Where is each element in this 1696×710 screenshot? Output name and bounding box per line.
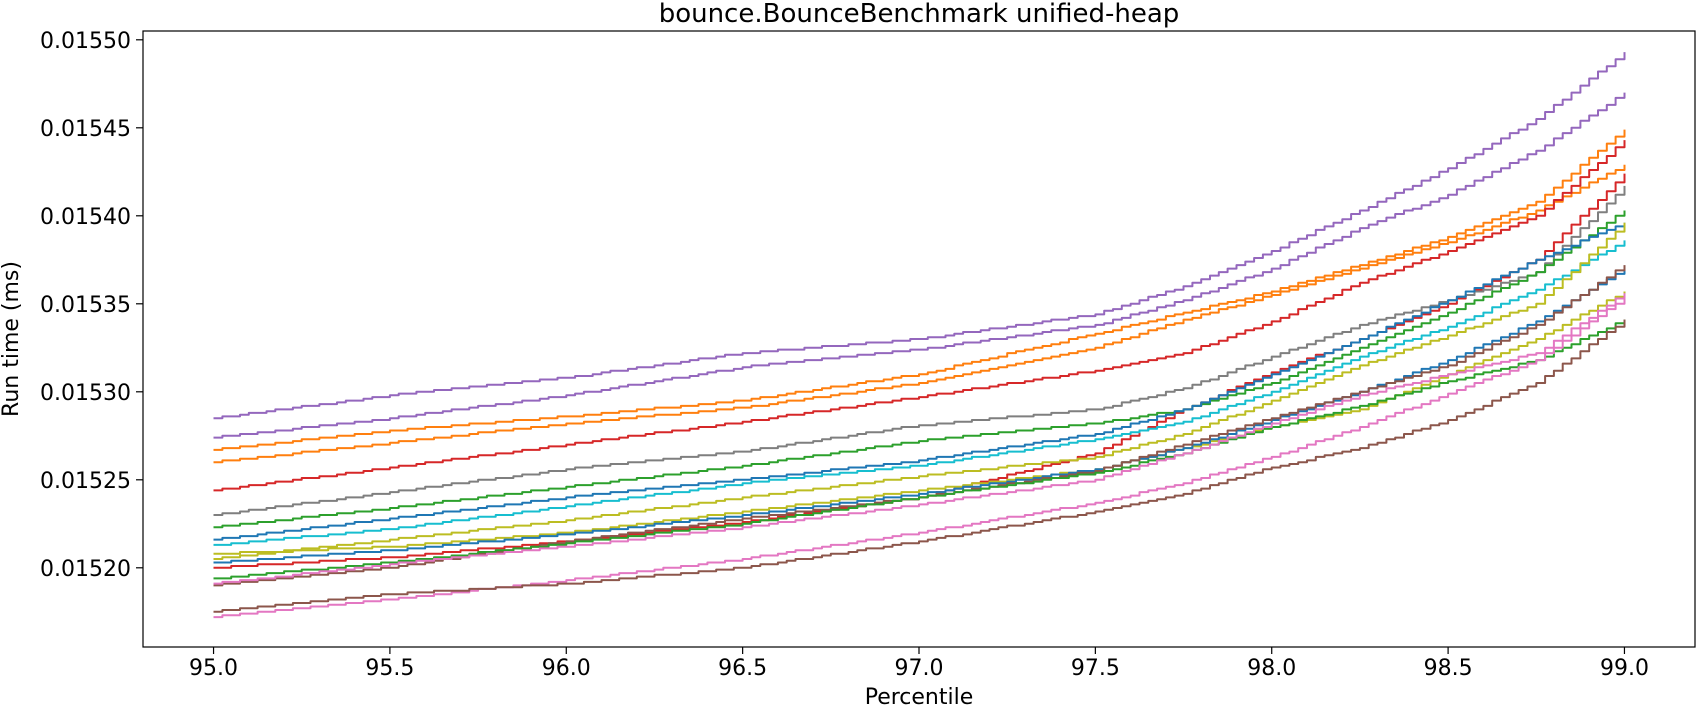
y-tick-label: 0.01550 — [40, 29, 131, 54]
x-axis: 95.0 95.5 96.0 96.5 97.0 97.5 98.0 98.5 99.0 — [189, 647, 1649, 681]
x-tick-label: 95.0 — [189, 656, 238, 681]
series-layer — [213, 52, 1626, 619]
series-line-15 — [213, 319, 1626, 580]
x-tick-label: 97.5 — [1071, 656, 1120, 681]
series-line-18 — [213, 319, 1626, 613]
series-line-16 — [213, 293, 1626, 585]
series-line-1 — [213, 52, 1626, 420]
x-tick-label: 97.0 — [895, 656, 944, 681]
y-tick-label: 0.01535 — [40, 293, 131, 318]
series-line-7 — [213, 185, 1626, 516]
chart-title: bounce.BounceBenchmark unified-heap — [659, 0, 1180, 29]
x-tick-label: 96.5 — [718, 656, 767, 681]
series-line-17 — [213, 296, 1626, 619]
series-line-4 — [213, 164, 1626, 464]
x-tick-label: 95.5 — [365, 656, 414, 681]
y-tick-label: 0.01540 — [40, 205, 131, 230]
x-tick-label: 98.0 — [1247, 656, 1296, 681]
series-line-2 — [213, 92, 1626, 439]
y-tick-label: 0.01530 — [40, 381, 131, 406]
y-tick-label: 0.01525 — [40, 469, 131, 494]
x-axis-label: Percentile — [865, 685, 974, 710]
y-tick-label: 0.01545 — [40, 117, 131, 142]
x-tick-label: 96.0 — [542, 656, 591, 681]
y-axis: 0.01520 0.01525 0.01530 0.01535 0.01540 0.015… — [40, 29, 143, 582]
series-line-12 — [213, 291, 1626, 555]
series-line-8 — [213, 210, 1626, 529]
series-line-5 — [213, 140, 1626, 492]
series-line-3 — [213, 129, 1626, 451]
series-line-6 — [213, 173, 1626, 569]
y-tick-label: 0.01520 — [40, 557, 131, 582]
series-line-9 — [213, 222, 1626, 541]
series-line-13 — [213, 268, 1626, 564]
series-line-10 — [213, 240, 1626, 546]
x-tick-label: 99.0 — [1600, 656, 1649, 681]
series-line-11 — [213, 222, 1626, 560]
y-axis-label: Run time (ms) — [0, 261, 24, 417]
x-tick-label: 98.5 — [1424, 656, 1473, 681]
